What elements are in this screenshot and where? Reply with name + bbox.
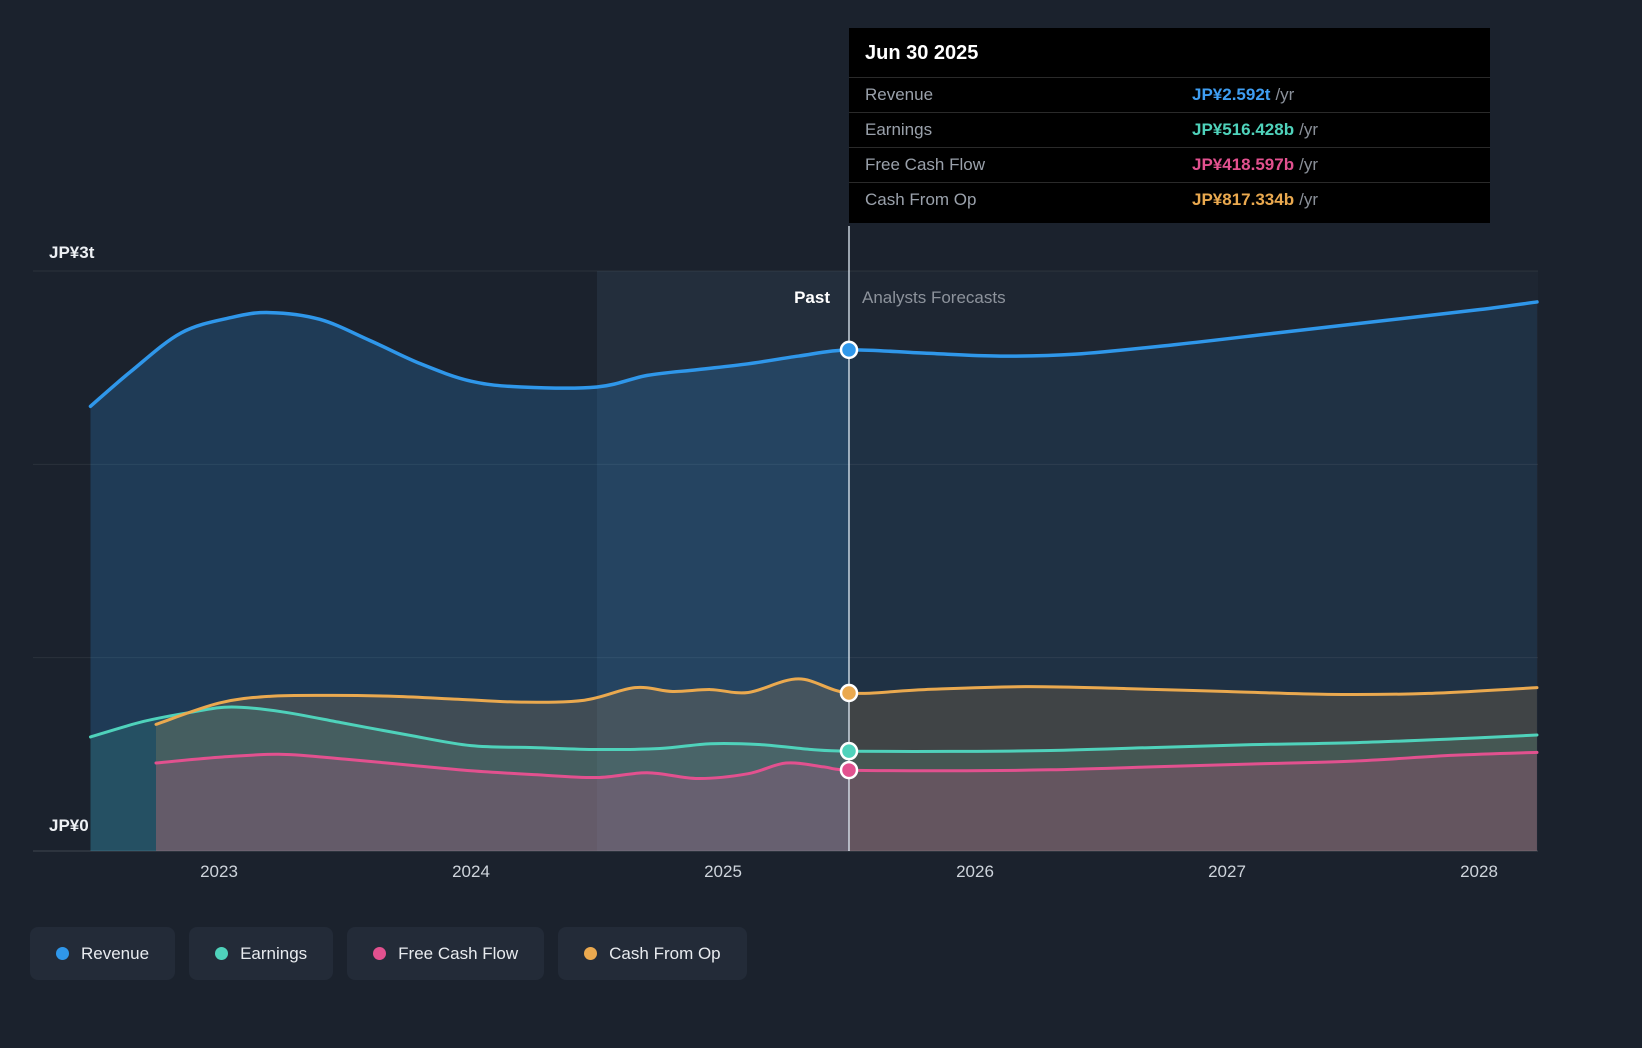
free-cash-flow-marker[interactable] (839, 760, 859, 780)
data-tooltip: Jun 30 2025 Revenue JP¥2.592t /yr Earnin… (849, 28, 1490, 223)
x-axis: 2023 2024 2025 2026 2027 2028 (0, 862, 1642, 888)
y-axis-label-bottom: JP¥0 (49, 816, 89, 835)
tooltip-value: JP¥817.334b (1192, 190, 1295, 209)
past-label: Past (794, 288, 830, 307)
tooltip-label: Earnings (865, 120, 933, 139)
tooltip-label: Cash From Op (865, 190, 977, 209)
free-cash-flow-dot-icon (373, 947, 387, 960)
earnings-marker[interactable] (839, 741, 859, 761)
x-tick-label-2024: 2024 (452, 862, 490, 881)
legend: Revenue Earnings Free Cash Flow Cash Fro… (30, 927, 747, 980)
x-tick-label-2027: 2027 (1208, 862, 1246, 881)
revenue-marker[interactable] (839, 340, 859, 360)
x-tick-label-2025: 2025 (704, 862, 742, 881)
tooltip-value: JP¥516.428b (1192, 120, 1295, 139)
legend-item-free-cash-flow[interactable]: Free Cash Flow (347, 927, 545, 980)
legend-item-revenue[interactable]: Revenue (30, 927, 176, 980)
forecast-region (849, 271, 1538, 851)
earnings-area (90, 706, 1537, 851)
tooltip-date: Jun 30 2025 (865, 42, 979, 64)
tooltip-suffix: /yr (1299, 155, 1318, 174)
revenue-area-forecast (849, 301, 1537, 851)
tooltip-row-free-cash-flow: Free Cash Flow JP¥418.597b /yr (849, 147, 1490, 182)
revenue-dot-icon (56, 947, 69, 960)
x-tick-label-2023: 2023 (200, 862, 238, 881)
legend-label: Revenue (81, 943, 150, 963)
tooltip-row-cash-from-op: Cash From Op JP¥817.334b /yr (849, 182, 1490, 217)
tooltip-suffix: /yr (1299, 190, 1318, 209)
cash-from-op-marker[interactable] (839, 683, 859, 703)
free-cash-flow-area (156, 752, 1537, 851)
tooltip-row-earnings: Earnings JP¥516.428b /yr (849, 112, 1490, 147)
tooltip-label: Free Cash Flow (865, 155, 985, 174)
tooltip-suffix: /yr (1299, 120, 1318, 139)
legend-label: Cash From Op (609, 943, 721, 963)
revenue-line (88, 300, 1539, 409)
tooltip-value: JP¥2.592t (1192, 85, 1271, 104)
legend-item-earnings[interactable]: Earnings (189, 927, 334, 980)
tooltip-label: Revenue (865, 85, 934, 104)
y-axis-label-top: JP¥3t (49, 243, 95, 262)
earnings-dot-icon (215, 947, 229, 960)
legend-label: Earnings (240, 943, 308, 963)
analysts-forecasts-label: Analysts Forecasts (862, 288, 1006, 307)
tooltip-row-revenue: Revenue JP¥2.592t /yr (849, 77, 1490, 112)
legend-item-cash-from-op[interactable]: Cash From Op (558, 927, 747, 980)
earnings-line (88, 705, 1539, 754)
tooltip-value: JP¥418.597b (1192, 155, 1295, 174)
x-tick-label-2026: 2026 (956, 862, 994, 881)
cash-from-op-dot-icon (584, 947, 598, 960)
legend-label: Free Cash Flow (398, 943, 519, 963)
revenue-area-past (90, 312, 849, 851)
tooltip-suffix: /yr (1275, 85, 1295, 104)
x-tick-label-2028: 2028 (1460, 862, 1498, 881)
free-cash-flow-line (154, 750, 1539, 781)
cash-from-op-line (154, 677, 1539, 726)
